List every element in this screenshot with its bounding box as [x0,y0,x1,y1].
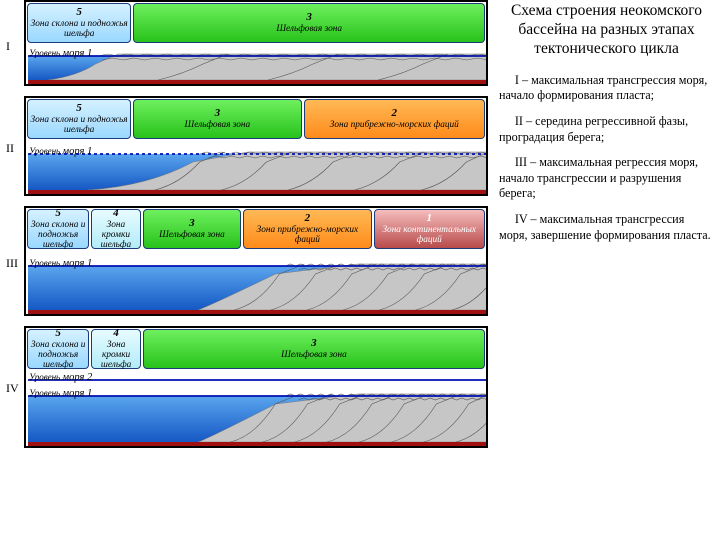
sea-level-label: Уровень моря 1 [29,48,92,59]
zone-z4: 4Зона кромки шельфа [91,209,140,249]
legend-4: IV – максимальная трансгрессия моря, зав… [499,212,714,243]
zone-z3: 3Шельфовая зона [133,3,485,43]
sea-level-label: Уровень моря 1 [29,146,92,157]
cross-section [26,140,488,196]
stage-panel: 5Зона склона и подножья шельфа3Шельфовая… [24,0,488,86]
zone-row: 5Зона склона и подножья шельфа4Зона кром… [26,208,486,250]
zone-z5: 5Зона склона и подножья шельфа [27,99,131,139]
cross-section [26,250,488,316]
zone-z5: 5Зона склона и подножья шельфа [27,3,131,43]
zone-row: 5Зона склона и подножья шельфа3Шельфовая… [26,98,486,140]
sea-level-label: Уровень моря 2 [29,372,92,383]
sea-level-label: Уровень моря 1 [29,258,92,269]
roman-label: IV [6,381,19,396]
sea-level-label: Уровень моря 1 [29,388,92,399]
zone-z2: 2Зона прибрежно-морских фаций [304,99,485,139]
stage-panel: 5Зона склона и подножья шельфа4Зона кром… [24,326,488,448]
zone-row: 5Зона склона и подножья шельфа3Шельфовая… [26,2,486,44]
stage-panel: 5Зона склона и подножья шельфа3Шельфовая… [24,96,488,196]
diagram-title: Схема строения неокомского бассейна на р… [499,2,714,59]
cross-section [26,44,488,86]
zone-z2: 2Зона прибрежно-морских фаций [243,209,371,249]
stage-panel: 5Зона склона и подножья шельфа4Зона кром… [24,206,488,316]
roman-label: I [6,39,10,54]
zone-z3: 3Шельфовая зона [133,99,302,139]
zone-z1: 1Зона континентальных фаций [374,209,486,249]
cross-section [26,370,488,448]
zone-z5: 5Зона склона и подножья шельфа [27,329,89,369]
zone-z3: 3Шельфовая зона [143,329,485,369]
diagram-panels: I5Зона склона и подножья шельфа3Шельфова… [0,0,495,540]
zone-row: 5Зона склона и подножья шельфа4Зона кром… [26,328,486,370]
zone-z4: 4Зона кромки шельфа [91,329,141,369]
legend-1: I – максимальная трансгрессия моря, нача… [499,73,714,104]
description-panel: Схема строения неокомского бассейна на р… [495,0,720,540]
roman-label: III [6,256,18,271]
legend-3: III – максимальная регрессия моря, начал… [499,155,714,202]
zone-z5: 5Зона склона и подножья шельфа [27,209,89,249]
roman-label: II [6,141,14,156]
zone-z3: 3Шельфовая зона [143,209,242,249]
legend-2: II – середина регрессивной фазы, проград… [499,114,714,145]
